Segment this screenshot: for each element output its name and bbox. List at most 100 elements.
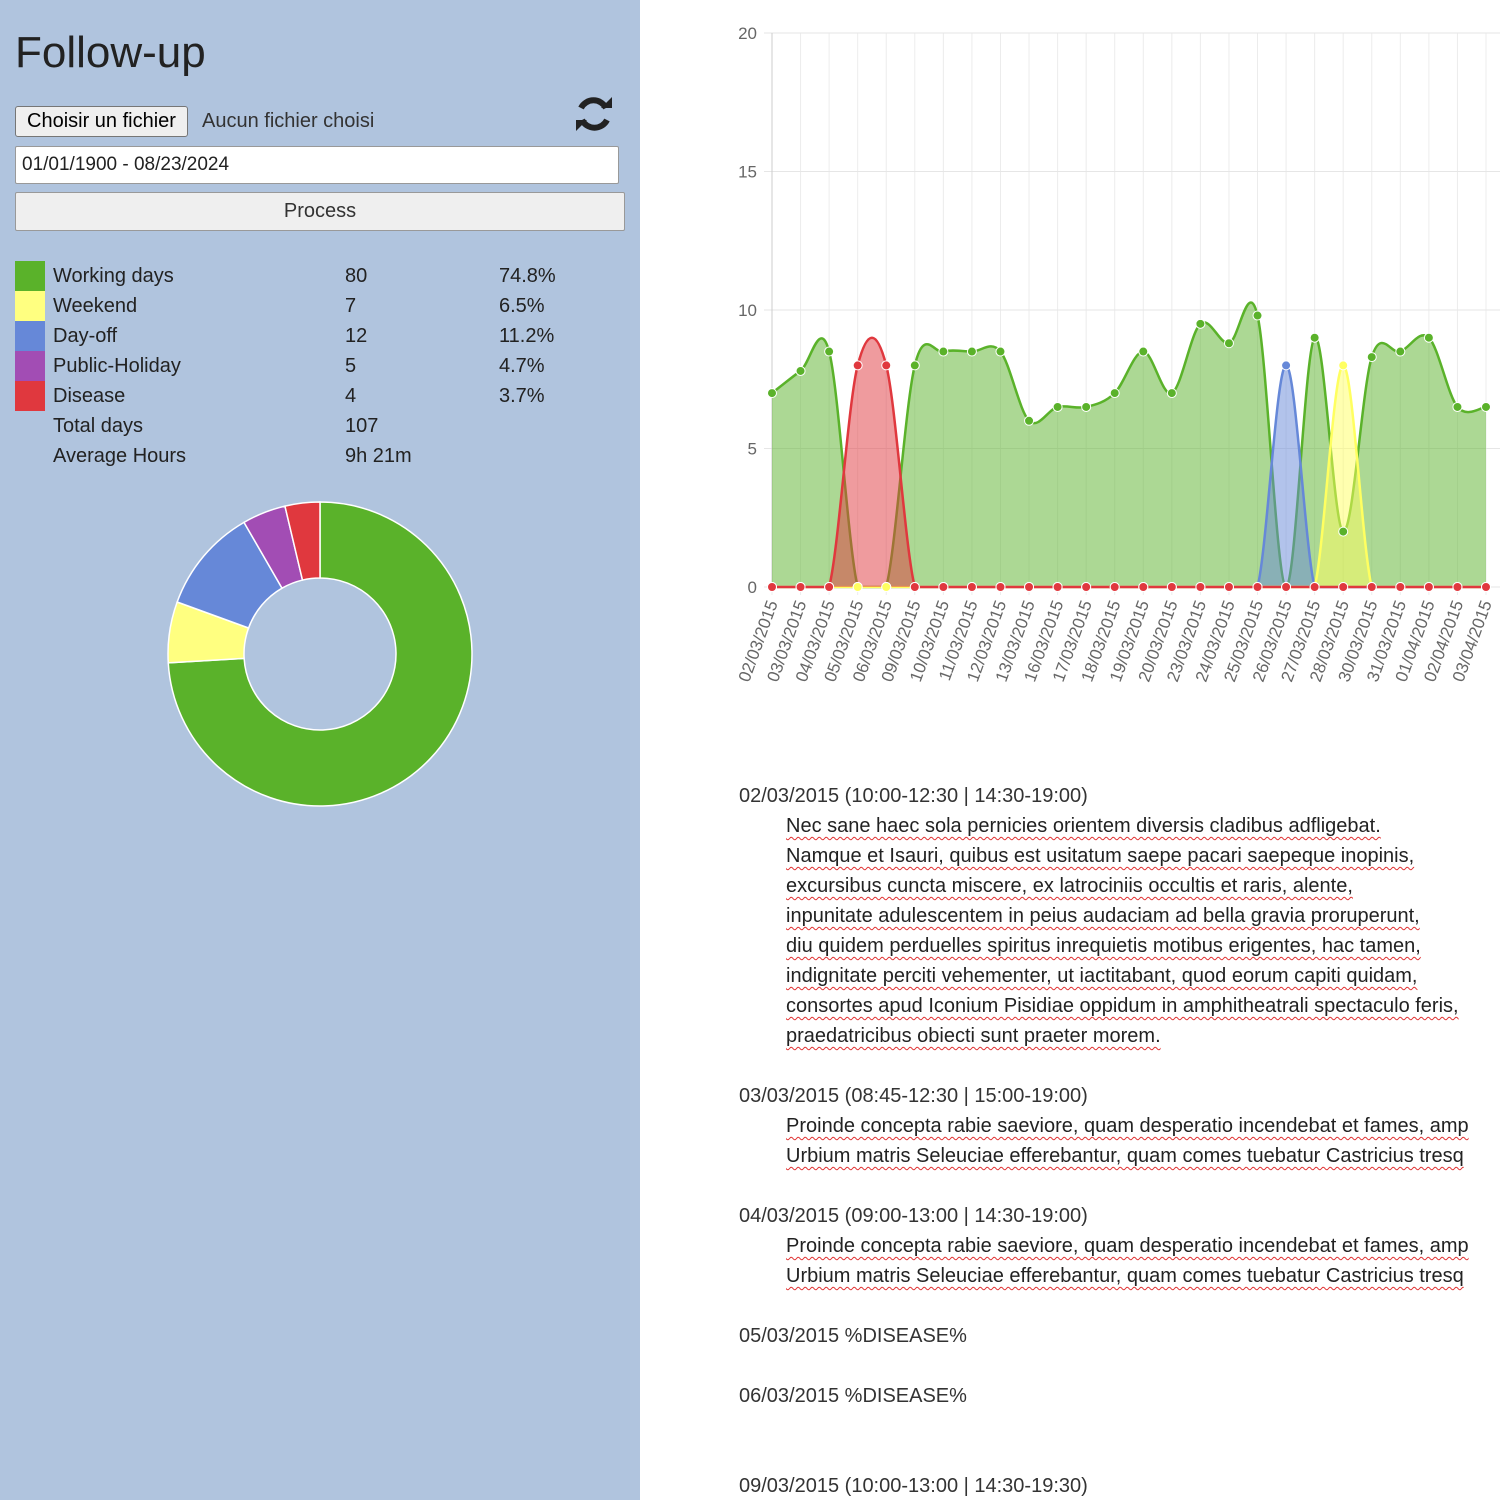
data-point xyxy=(824,346,835,357)
data-point xyxy=(1366,582,1377,592)
area-fill xyxy=(772,337,1486,587)
data-point xyxy=(881,582,892,592)
data-point xyxy=(1452,401,1463,412)
summary-row: Total days 107 xyxy=(15,411,615,441)
data-point xyxy=(1252,582,1263,592)
row-share: 11.2% xyxy=(499,325,555,347)
data-point xyxy=(1081,401,1092,412)
data-point xyxy=(1052,582,1063,592)
summary-row: Day-off 12 11.2% xyxy=(15,321,615,351)
row-label: Public-Holiday xyxy=(53,355,181,377)
data-point xyxy=(1024,582,1035,592)
data-point xyxy=(1166,388,1177,399)
data-point xyxy=(1223,338,1234,349)
data-point xyxy=(1423,332,1434,343)
summary-row: Weekend 7 6.5% xyxy=(15,291,615,321)
data-point xyxy=(1138,346,1149,357)
data-point xyxy=(1395,346,1406,357)
y-tick-label: 5 xyxy=(748,440,757,459)
data-point xyxy=(1109,388,1120,399)
data-point xyxy=(1338,360,1349,371)
data-point xyxy=(1281,360,1292,371)
process-button[interactable]: Process xyxy=(15,192,625,231)
data-point xyxy=(852,582,863,592)
entry-line: inpunitate adulescentem in peius audacia… xyxy=(786,905,1420,927)
data-point xyxy=(1309,582,1320,592)
entry-line: Urbium matris Seleuciae efferebantur, qu… xyxy=(786,1265,1464,1287)
legend-swatch xyxy=(15,381,45,411)
area-line xyxy=(772,336,1486,589)
entry-line: consortes apud Iconium Pisidiae oppidum … xyxy=(786,995,1459,1017)
row-share: 6.5% xyxy=(499,295,545,317)
file-status: Aucun fichier choisi xyxy=(202,110,375,132)
row-label: Total days xyxy=(53,415,144,437)
data-point xyxy=(824,582,835,592)
date-range-input[interactable]: 01/01/1900 - 08/23/2024 xyxy=(15,146,619,184)
row-label: Average Hours xyxy=(53,445,187,467)
data-point xyxy=(1366,352,1377,363)
data-point xyxy=(938,346,949,357)
data-point xyxy=(1024,415,1035,426)
row-count: 12 xyxy=(345,325,368,347)
data-point xyxy=(1452,582,1463,592)
row-count: 5 xyxy=(345,355,357,377)
data-point xyxy=(767,388,777,399)
entry-line: Proinde concepta rabie saeviore, quam de… xyxy=(786,1115,1469,1137)
row-share: 3.7% xyxy=(499,385,545,407)
legend-swatch xyxy=(15,351,45,381)
data-point xyxy=(966,582,977,592)
data-point xyxy=(966,346,977,357)
data-point xyxy=(1481,401,1491,412)
sidebar: Follow-up Choisir un fichier Aucun fichi… xyxy=(0,0,640,1500)
row-count: 107 xyxy=(345,415,379,437)
entry-line: excursibus cuncta miscere, ex latrocinii… xyxy=(786,875,1353,897)
data-point xyxy=(909,582,920,592)
data-point xyxy=(995,346,1006,357)
entry-line: Urbium matris Seleuciae efferebantur, qu… xyxy=(786,1145,1464,1167)
entry-line: Proinde concepta rabie saeviore, quam de… xyxy=(786,1235,1469,1257)
entry-header: 05/03/2015 %DISEASE% xyxy=(739,1325,967,1347)
donut-chart xyxy=(167,501,473,807)
summary-row: Disease 4 3.7% xyxy=(15,381,615,411)
entry-header: 03/03/2015 (08:45-12:30 | 15:00-19:00) xyxy=(739,1085,1088,1107)
data-point xyxy=(1166,582,1177,592)
entry: 09/03/2015 (10:00-13:00 | 14:30-19:30) xyxy=(739,1471,1088,1501)
data-point xyxy=(881,360,892,371)
entry-header: 02/03/2015 (10:00-12:30 | 14:30-19:00) xyxy=(739,785,1088,807)
entry-header: 09/03/2015 (10:00-13:00 | 14:30-19:30) xyxy=(739,1475,1088,1497)
data-point xyxy=(1423,582,1434,592)
y-tick-label: 0 xyxy=(748,578,757,597)
row-label: Weekend xyxy=(53,295,138,317)
data-point xyxy=(995,582,1006,592)
row-label: Working days xyxy=(53,265,174,287)
y-tick-label: 15 xyxy=(738,163,757,182)
entry: 04/03/2015 (09:00-13:00 | 14:30-19:00) Pr… xyxy=(739,1201,1469,1291)
refresh-arrow xyxy=(576,120,587,131)
data-point xyxy=(1223,582,1234,592)
data-point xyxy=(1081,582,1092,592)
donut-slice xyxy=(167,501,473,807)
entry-line: praedatricibus obiecti sunt praeter more… xyxy=(786,1025,1161,1047)
summary-row: Average Hours 9h 21m xyxy=(15,441,615,471)
area-chart: 0510152002/03/201503/03/201504/03/201505… xyxy=(735,24,1500,684)
row-count: 7 xyxy=(345,295,357,317)
data-point xyxy=(1138,582,1149,592)
row-label: Disease xyxy=(53,385,126,407)
summary-row: Working days 80 74.8% xyxy=(15,261,615,291)
data-point xyxy=(1338,582,1349,592)
row-label: Day-off xyxy=(53,325,118,347)
data-point xyxy=(1481,582,1491,592)
row-count: 80 xyxy=(345,265,368,287)
entry-line: Nec sane haec sola pernicies orientem di… xyxy=(786,815,1381,837)
refresh-icon[interactable] xyxy=(574,94,614,134)
file-button[interactable]: Choisir un fichier xyxy=(15,106,188,137)
data-point xyxy=(1252,310,1263,321)
data-point xyxy=(1195,582,1206,592)
entry: 05/03/2015 %DISEASE% xyxy=(739,1321,967,1351)
area-fill xyxy=(772,302,1486,587)
data-point xyxy=(767,582,777,592)
data-point xyxy=(1395,582,1406,592)
data-point xyxy=(909,360,920,371)
data-point xyxy=(852,360,863,371)
